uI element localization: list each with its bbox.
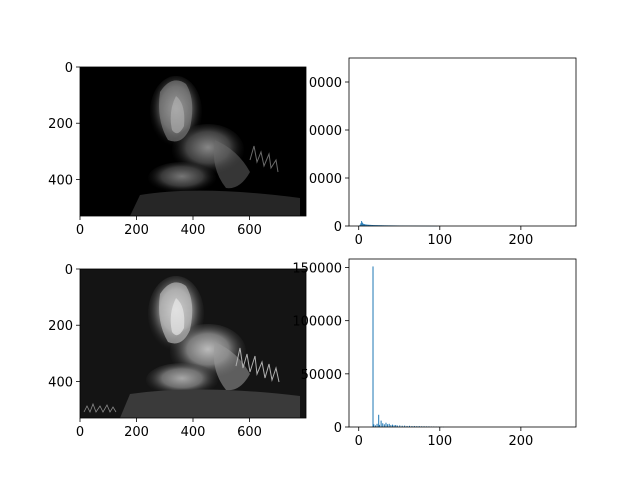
histogram-bar	[382, 423, 384, 427]
enhanced-histogram-panel: 0 100 200 0 50000 100000 150000	[292, 258, 577, 449]
x-tick-label: 0	[76, 425, 84, 440]
histogram-bar	[413, 425, 415, 427]
histogram-bar	[374, 225, 376, 226]
histogram-bar	[401, 425, 403, 427]
y-tick-label: 0000	[309, 76, 342, 91]
histogram-bar	[411, 426, 413, 427]
histogram-bar	[395, 424, 397, 427]
histogram-bar	[370, 224, 371, 226]
histogram-bar	[370, 224, 372, 226]
histogram-bar	[362, 223, 364, 226]
histogram-bar	[380, 420, 382, 427]
histogram-bar	[406, 425, 408, 427]
histogram-bar	[378, 424, 380, 427]
histogram-bar	[365, 224, 367, 226]
x-tick-label: 600	[237, 223, 262, 238]
original-lion-image	[80, 67, 306, 216]
histogram-bar	[378, 225, 380, 226]
y-tick-label: 200	[48, 319, 73, 334]
x-tick-label: 200	[508, 233, 533, 248]
x-tick-label: 200	[124, 223, 149, 238]
y-tick-label: 50000	[301, 368, 342, 383]
histogram-bar	[399, 425, 401, 427]
histogram-bar	[388, 423, 390, 427]
x-tick-label: 100	[427, 434, 452, 449]
histogram-bar	[373, 225, 375, 226]
histogram-bar	[366, 224, 368, 226]
histogram-bar	[378, 414, 380, 427]
histogram-bar	[383, 424, 385, 427]
histogram-bar	[391, 424, 393, 427]
histogram-bar	[376, 225, 378, 226]
enhanced-lion-image	[80, 269, 306, 418]
original-image-panel: 0 200 400 600 0 200 400	[48, 61, 307, 238]
x-tick-label: 200	[124, 425, 149, 440]
histogram-bar	[390, 425, 392, 427]
histogram-bar	[393, 425, 395, 427]
x-tick-label: 0	[355, 434, 363, 449]
y-tick-label: 0	[65, 263, 73, 278]
histogram-bar	[385, 422, 387, 427]
histogram-bar	[359, 224, 361, 226]
histogram-bar	[364, 224, 366, 226]
histogram-bar	[367, 224, 369, 226]
histogram-bar	[372, 225, 374, 226]
histogram-bar	[374, 425, 376, 427]
histogram-bar	[371, 224, 373, 226]
x-tick-label: 0	[355, 233, 363, 248]
histogram-bar	[396, 425, 398, 427]
y-tick-label: 0000	[309, 172, 342, 187]
histogram-bar	[373, 424, 375, 427]
histogram-bar	[408, 425, 410, 427]
x-tick-label: 600	[237, 425, 262, 440]
y-tick-label: 400	[48, 375, 73, 390]
y-tick-label: 0	[334, 421, 342, 436]
y-tick-label: 200	[48, 117, 73, 132]
histogram-bar	[372, 266, 374, 427]
y-tick-label: 0	[65, 61, 73, 76]
histogram-bar	[376, 423, 378, 427]
histogram-bar	[360, 223, 362, 226]
x-tick-label: 100	[427, 233, 452, 248]
y-tick-label: 400	[48, 173, 73, 188]
histogram-bar	[368, 224, 370, 226]
histogram-bar	[366, 224, 367, 226]
histogram-bar	[374, 225, 376, 226]
histogram-bar	[418, 426, 420, 427]
histogram-bar	[375, 225, 377, 226]
y-tick-label: 0000	[309, 124, 342, 139]
histogram-bar	[369, 224, 371, 226]
histogram-bar	[404, 425, 406, 427]
y-tick-label: 100000	[292, 315, 342, 330]
x-tick-label: 400	[181, 425, 206, 440]
y-tick-label: 0	[334, 220, 342, 235]
histogram-bar	[361, 221, 363, 226]
x-tick-label: 200	[508, 434, 533, 449]
enhanced-image-panel: 0 200 400 600 0 200 400	[48, 263, 307, 440]
y-tick-label: 150000	[292, 262, 342, 277]
x-tick-label: 400	[181, 223, 206, 238]
histogram-bar	[363, 224, 365, 226]
histogram-bar	[361, 222, 363, 226]
x-tick-label: 0	[76, 223, 84, 238]
histogram-bar	[387, 424, 389, 427]
histogram-bar	[378, 225, 380, 226]
histogram-bar	[377, 225, 379, 226]
histogram-bar	[416, 426, 418, 427]
